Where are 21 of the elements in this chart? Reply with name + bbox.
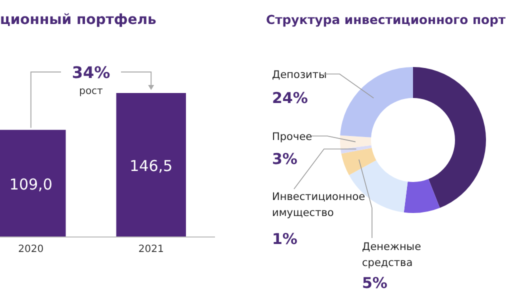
slice-label: Денежные средства bbox=[362, 241, 422, 269]
data-label: 24% bbox=[272, 89, 308, 107]
donut-slice bbox=[340, 135, 372, 150]
x-tick-label: 2020 bbox=[18, 244, 44, 255]
donut-slice bbox=[341, 148, 376, 176]
text: 34% bbox=[72, 63, 110, 82]
data-label: 109,0 bbox=[9, 175, 52, 194]
donut-slice bbox=[340, 67, 413, 138]
donut-slice bbox=[404, 179, 440, 213]
data-label: 146,5 bbox=[130, 157, 173, 175]
slice-label: Прочее bbox=[272, 131, 312, 143]
annotation: рост bbox=[79, 86, 104, 97]
data-label: 1% bbox=[272, 230, 298, 248]
data-label: 3% bbox=[272, 150, 298, 168]
chart-title: Структура инвестиционного порт bbox=[266, 12, 506, 27]
data-label: 5% bbox=[362, 274, 388, 290]
x-tick-label: 2021 bbox=[138, 244, 164, 255]
slice-label: Депозиты bbox=[272, 69, 327, 81]
donut-slice bbox=[413, 67, 486, 208]
slice-label: Инвестиционное имущество bbox=[272, 191, 366, 219]
chart-title: ционный портфель bbox=[0, 12, 157, 28]
